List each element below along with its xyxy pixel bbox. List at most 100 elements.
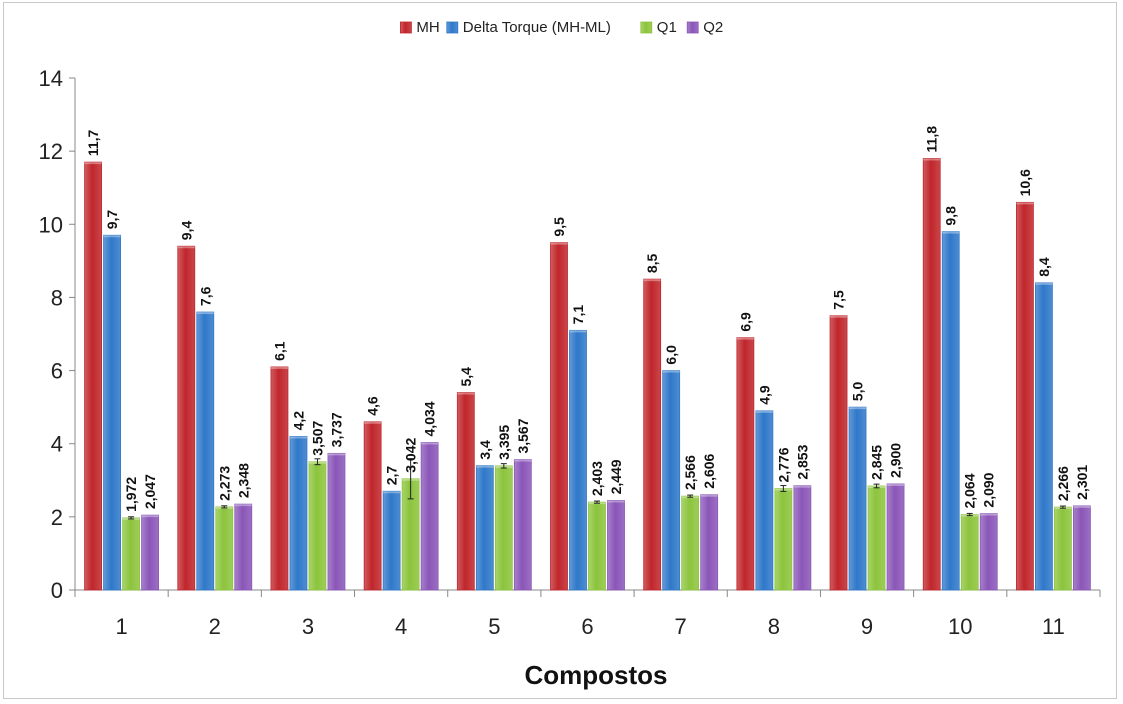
data-label: 2,090 xyxy=(981,472,997,507)
bar-q2-2 xyxy=(234,503,253,591)
data-label: 2,853 xyxy=(794,444,810,479)
y-tick-label: 4 xyxy=(51,432,63,457)
bar-mh-2 xyxy=(177,245,196,591)
bar-mh-9 xyxy=(829,315,848,591)
bar-highlight xyxy=(383,491,401,494)
bar-mh-7 xyxy=(643,278,662,591)
x-tick-label: 6 xyxy=(581,614,593,639)
bar-delta-torque-mh-ml-1 xyxy=(103,234,121,591)
legend-label: Q2 xyxy=(703,19,723,36)
data-label: 8,5 xyxy=(644,253,660,273)
bar-highlight xyxy=(141,515,159,518)
legend-label: Delta Torque (MH-ML) xyxy=(463,19,611,36)
bar-q1-5 xyxy=(494,465,513,591)
bar-highlight xyxy=(569,330,587,333)
x-tick-label: 9 xyxy=(861,614,873,639)
data-label: 4,2 xyxy=(290,411,306,431)
data-label: 3,507 xyxy=(309,420,325,455)
bar-q2-1 xyxy=(141,514,159,591)
bar-highlight xyxy=(755,410,773,413)
bar-mh-8 xyxy=(736,337,755,591)
bar-highlight xyxy=(177,246,195,249)
bar-q2-9 xyxy=(886,483,905,591)
data-label: 9,5 xyxy=(551,217,567,237)
data-label: 3,737 xyxy=(328,412,344,447)
bar-highlight xyxy=(1016,202,1034,205)
bar-q2-7 xyxy=(700,494,719,591)
bar-mh-1 xyxy=(84,161,102,591)
data-label: 10,6 xyxy=(1017,169,1033,196)
legend-swatch xyxy=(399,21,412,34)
data-label: 8,4 xyxy=(1036,257,1052,277)
bar-highlight xyxy=(270,366,288,369)
x-tick-label: 3 xyxy=(302,614,314,639)
bar-highlight xyxy=(289,436,307,439)
bar-highlight xyxy=(607,500,625,503)
bar-mh-4 xyxy=(363,421,382,591)
data-label: 7,6 xyxy=(197,286,213,306)
bar-delta-torque-mh-ml-11 xyxy=(1035,282,1053,591)
data-label: 2,273 xyxy=(216,466,232,501)
bar-q1-3 xyxy=(308,461,327,591)
legend-swatch xyxy=(446,21,459,34)
bar-mh-5 xyxy=(456,392,475,591)
y-tick-label: 6 xyxy=(51,359,63,384)
bar-q1-7 xyxy=(681,495,700,591)
bar-highlight xyxy=(1035,282,1053,285)
bar-q1-6 xyxy=(588,501,606,591)
bars xyxy=(84,158,1091,591)
legend-label: MH xyxy=(416,19,439,36)
bar-q2-3 xyxy=(327,452,346,591)
y-tick-label: 10 xyxy=(39,212,63,237)
bar-highlight xyxy=(327,453,345,456)
bar-highlight xyxy=(887,483,905,486)
data-label: 2,776 xyxy=(775,447,791,482)
data-label: 11,8 xyxy=(924,126,940,153)
bar-highlight xyxy=(550,242,568,245)
bar-delta-torque-mh-ml-10 xyxy=(941,231,960,591)
bar-q2-5 xyxy=(513,459,532,591)
data-label: 5,4 xyxy=(458,367,474,387)
bar-q1-11 xyxy=(1054,506,1072,591)
data-label: 2,7 xyxy=(384,466,400,486)
bar-highlight xyxy=(1073,505,1091,508)
bar-highlight xyxy=(793,485,811,488)
bar-mh-3 xyxy=(270,366,289,591)
x-tick-label: 10 xyxy=(948,614,972,639)
data-label: 2,266 xyxy=(1055,466,1071,501)
x-tick-label: 7 xyxy=(675,614,687,639)
data-label: 9,7 xyxy=(104,210,120,230)
bar-q1-8 xyxy=(774,488,793,591)
data-label: 3,042 xyxy=(403,438,419,473)
bar-q2-10 xyxy=(979,513,998,591)
legend-swatch xyxy=(640,21,653,34)
data-label: 2,047 xyxy=(142,474,158,509)
x-tick-label: 11 xyxy=(1042,614,1065,639)
data-label: 3,395 xyxy=(496,425,512,460)
bar-delta-torque-mh-ml-8 xyxy=(755,410,774,591)
data-label: 2,403 xyxy=(589,461,605,496)
data-label: 2,845 xyxy=(869,445,885,480)
bar-highlight xyxy=(980,513,998,516)
data-label: 3,567 xyxy=(515,418,531,453)
data-label: 9,4 xyxy=(178,221,194,241)
bar-highlight xyxy=(736,337,754,340)
bar-q1-9 xyxy=(867,485,886,591)
y-tick-label: 0 xyxy=(51,578,63,603)
data-label: 7,1 xyxy=(570,305,586,325)
data-label: 2,566 xyxy=(682,455,698,490)
data-label: 5,0 xyxy=(850,381,866,401)
bar-highlight xyxy=(849,407,867,410)
data-label: 2,301 xyxy=(1074,465,1090,500)
legend-swatch xyxy=(686,21,699,34)
y-tick-label: 12 xyxy=(39,139,63,164)
x-tick-label: 1 xyxy=(115,614,127,639)
y-tick-label: 14 xyxy=(39,66,63,91)
bar-delta-torque-mh-ml-3 xyxy=(289,435,308,591)
bar-highlight xyxy=(476,465,494,468)
bar-highlight xyxy=(514,459,532,462)
bar-delta-torque-mh-ml-2 xyxy=(196,311,215,591)
bar-q2-6 xyxy=(607,500,625,591)
bar-q2-4 xyxy=(420,442,439,591)
